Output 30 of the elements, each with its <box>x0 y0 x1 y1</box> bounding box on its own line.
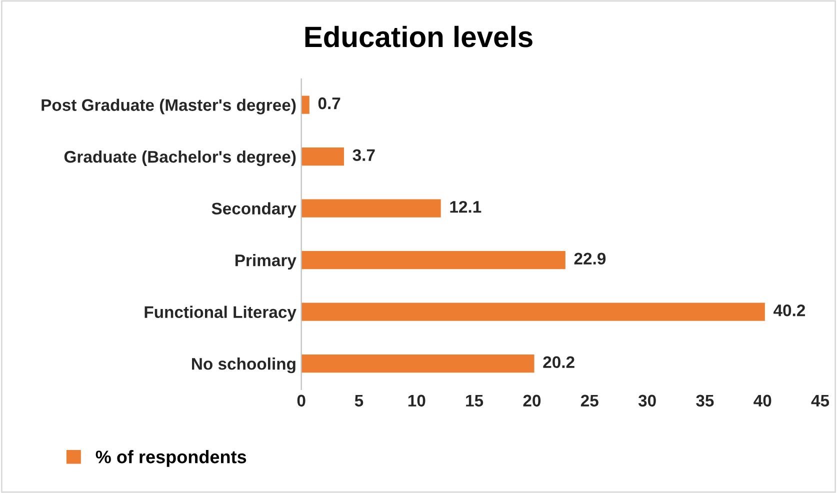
x-tick-label: 5 <box>354 394 364 407</box>
x-tick-label: 0 <box>297 394 306 407</box>
data-label: 20.2 <box>543 356 574 368</box>
x-tick-label: 40 <box>754 394 772 407</box>
data-label: 12.1 <box>450 200 482 213</box>
x-tick-label: 20 <box>523 394 541 407</box>
bar <box>301 96 310 114</box>
chart-title: Education levels <box>305 26 532 48</box>
x-tick-label: 45 <box>811 394 830 407</box>
x-tick-label: 35 <box>696 394 714 407</box>
x-tick-label: 15 <box>466 394 484 407</box>
x-tick-label: 25 <box>580 394 598 407</box>
y-tick-label: Post Graduate (Master's degree) <box>42 98 296 114</box>
data-label: 3.7 <box>352 149 375 162</box>
y-tick-label: Graduate (Bachelor's degree) <box>64 150 296 166</box>
data-label: 22.9 <box>574 252 606 265</box>
x-tick-label: 30 <box>638 394 656 407</box>
legend-label: % of respondents <box>96 450 246 467</box>
y-tick-label: Functional Literacy <box>144 306 296 322</box>
x-tick-label: 10 <box>408 394 426 407</box>
bar <box>301 147 344 166</box>
bar <box>301 354 534 373</box>
bar <box>301 199 441 218</box>
y-tick-label: No schooling <box>192 358 296 374</box>
data-label: 0.7 <box>318 97 340 110</box>
data-label: 40.2 <box>773 304 806 316</box>
bar <box>301 251 566 270</box>
bar <box>301 302 765 321</box>
y-tick-label: Secondary <box>212 202 296 218</box>
y-tick-label: Primary <box>235 254 296 270</box>
